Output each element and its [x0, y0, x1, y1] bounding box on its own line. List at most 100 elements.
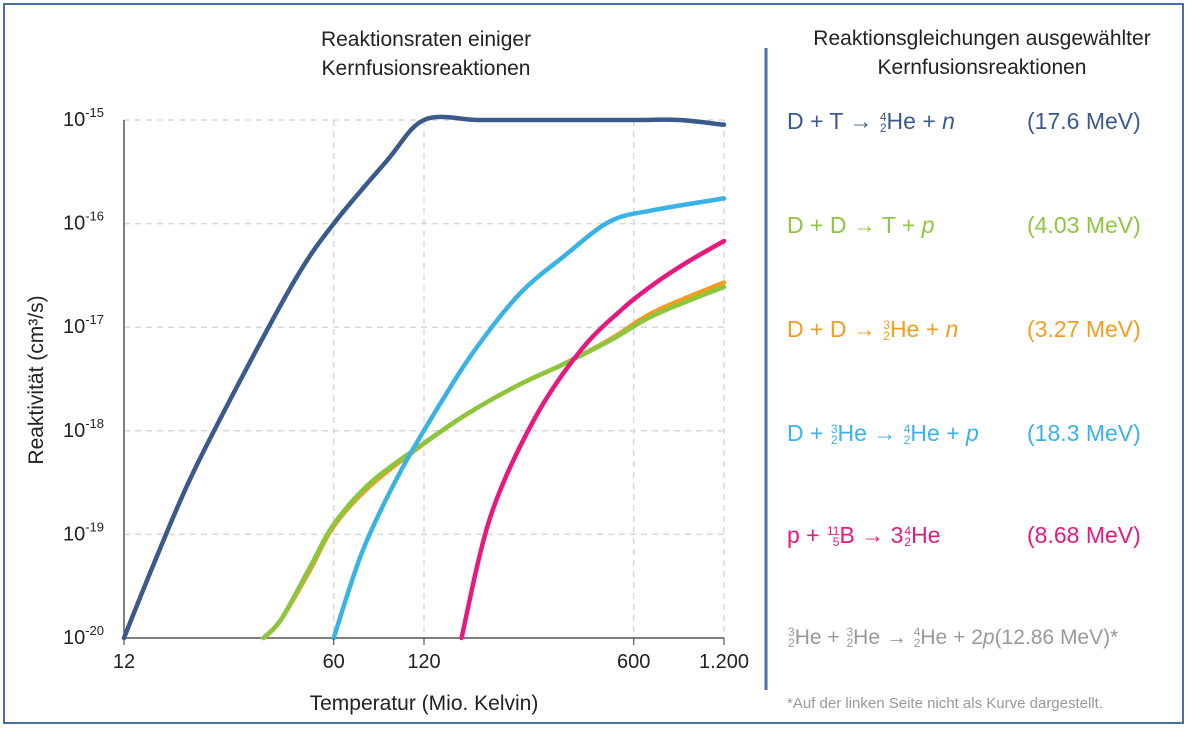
eq-dhe3-plus: + — [803, 420, 830, 446]
eq-ddhen-arrow: → — [846, 316, 883, 342]
eq-ddhen-n: n — [945, 316, 959, 342]
eq-dt-plus: + — [803, 108, 830, 134]
eq-dt-he: He — [886, 108, 916, 134]
eq-ddhen-charge: 2 — [883, 328, 890, 343]
eq-ddhen-d2: D — [829, 316, 847, 342]
eq-dhe3-arrow: → — [866, 420, 903, 446]
eq-dt-d: D — [787, 108, 804, 134]
x-tick-label: 60 — [323, 651, 345, 673]
equation-he3he3-energy: (12.86 MeV)* — [994, 626, 1119, 649]
y-axis-label: Reaktivität (cm³/s) — [25, 295, 48, 464]
y-tick-base: 10 — [63, 420, 85, 442]
eq-ddtp-plus2: + — [895, 212, 922, 238]
eq-pb11-mass: 11 — [827, 523, 840, 538]
eq-dhe3-charge2: 2 — [903, 432, 911, 447]
y-tick-label: 10-17 — [63, 312, 104, 338]
eq-he3-he2: He — [853, 626, 881, 649]
eq-dt-charge: 2 — [879, 120, 887, 135]
y-tick-exponent: -15 — [85, 105, 104, 120]
eq-pb11-coef: 3 — [890, 522, 904, 548]
x-tick-label: 600 — [617, 651, 650, 673]
eq-pb11-b: B — [839, 522, 855, 548]
eq-he3-plus: + — [821, 626, 846, 649]
y-tick-base: 10 — [63, 523, 85, 545]
series-line-dt — [121, 114, 727, 641]
eq-pb11-mass2: 4 — [904, 523, 912, 538]
y-tick-label: 10-20 — [63, 623, 104, 649]
x-tick-label: 12 — [113, 651, 135, 673]
x-tick-label: 120 — [407, 651, 440, 673]
eq-ddtp-plus: + — [803, 212, 830, 238]
eq-dhe3-mass2: 4 — [903, 421, 911, 436]
eq-ddtp-p: p — [921, 212, 935, 238]
eq-ddhen-mass: 3 — [883, 317, 890, 332]
eq-dhe3-charge1: 2 — [830, 432, 838, 447]
y-tick-exponent: -17 — [85, 312, 104, 327]
equation-dt: D + T → 4 2 He + n — [787, 108, 955, 135]
series-line-dhe3 — [331, 196, 727, 641]
eq-dhe3-d: D — [787, 420, 804, 446]
y-tick-label: 10-19 — [63, 519, 104, 545]
right-title-line-1: Reaktionsgleichungen ausgewählter — [813, 27, 1151, 50]
eq-ddhen-plus: + — [803, 316, 830, 342]
eq-ddhen-plus2: + — [919, 316, 946, 342]
y-tick-exponent: -16 — [85, 209, 104, 224]
eq-dt-t: T — [829, 108, 844, 134]
right-panel-title: Reaktionsgleichungen ausgewählter Kernfu… — [772, 24, 1190, 82]
series-line-dd_hen — [261, 280, 727, 641]
y-tick-base: 10 — [63, 109, 85, 131]
figure-frame — [3, 3, 1184, 724]
eq-he3-arrow: → — [880, 626, 913, 649]
equation-pb11-energy: (8.68 MeV) — [1027, 522, 1141, 548]
eq-ddtp-arrow: → — [846, 212, 882, 238]
eq-he3-charge2: 2 — [846, 636, 854, 651]
y-tick-exponent: -20 — [85, 623, 104, 638]
eq-he3-he3: He — [920, 626, 948, 649]
eq-dhe3-plus2: + — [939, 420, 967, 446]
eq-pb11-nuclide-index-1: 11 5 — [827, 523, 840, 549]
eq-dt-mass: 4 — [879, 109, 887, 124]
equation-dd-tp-energy: (4.03 MeV) — [1027, 212, 1141, 238]
y-tick-base: 10 — [63, 627, 85, 649]
x-axis-label: Temperatur (Mio. Kelvin) — [310, 692, 539, 715]
right-title-line-2: Kernfusionsreaktionen — [877, 56, 1087, 79]
y-tick-label: 10-15 — [63, 105, 104, 131]
y-tick-label: 10-16 — [63, 209, 104, 235]
eq-ddhen-he: He — [889, 316, 920, 342]
eq-he3-he1: He — [794, 626, 822, 649]
y-tick-base: 10 — [63, 316, 85, 338]
eq-ddhen-d1: D — [787, 316, 804, 342]
series-line-dd_tp — [261, 284, 727, 641]
eq-dhe3-he1: He — [837, 420, 867, 446]
eq-ddtp-d2: D — [829, 212, 847, 238]
left-title-line-1: Reaktionsraten einiger — [321, 28, 531, 51]
eq-he3-charge1: 2 — [788, 636, 795, 651]
left-title-line-2: Kernfusionsreaktionen — [322, 57, 531, 80]
eq-ddtp-t: T — [881, 212, 896, 238]
eq-pb11-he: He — [911, 522, 941, 548]
eq-dhe3-p: p — [966, 420, 979, 446]
eq-dt-n: n — [942, 108, 955, 134]
chart-series — [121, 114, 727, 641]
eq-he3-p: p — [982, 626, 995, 649]
eq-pb11-plus: + — [799, 522, 827, 548]
eq-he3-plus2: + — [947, 626, 972, 649]
equation-dt-energy: (17.6 MeV) — [1027, 108, 1141, 134]
equation-dhe3: D + 3 2 He → 4 2 He + p — [787, 420, 979, 447]
y-tick-label: 10-18 — [63, 416, 104, 442]
equation-dd-tp: D + D → T + p — [787, 212, 935, 239]
eq-dhe3-mass1: 3 — [830, 421, 838, 436]
eq-pb11-charge: 5 — [832, 534, 840, 549]
y-tick-exponent: -18 — [85, 416, 104, 431]
eq-he3-charge3: 2 — [913, 636, 921, 651]
eq-dt-arrow: → — [843, 108, 879, 134]
